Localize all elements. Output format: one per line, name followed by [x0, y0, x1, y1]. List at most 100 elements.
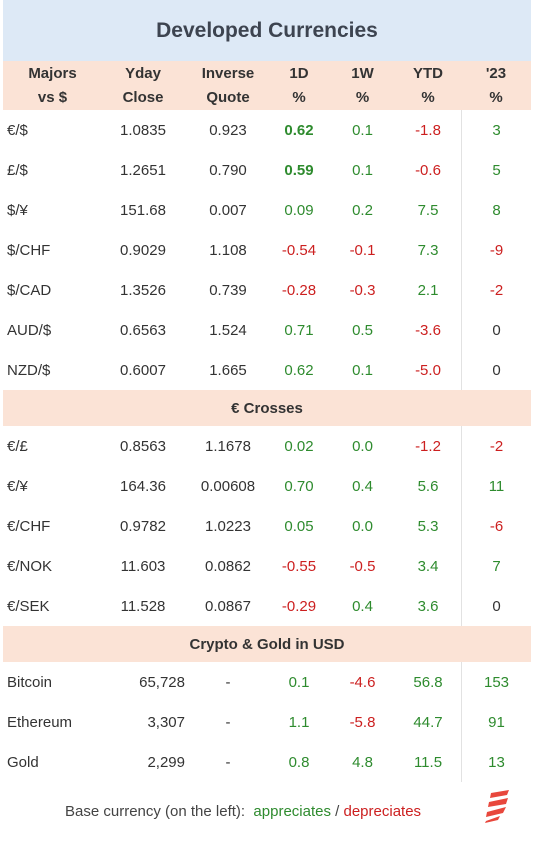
pair-label: €/£	[7, 437, 28, 455]
brand-logo-icon	[485, 790, 509, 823]
table-cell: 0.739	[209, 281, 247, 299]
table-cell: 11	[461, 466, 531, 506]
header-1d: 1D%	[268, 61, 330, 110]
table-cell: -0.3	[349, 281, 376, 299]
table-cell: -0.1	[349, 241, 376, 259]
table-row: €/¥ 164.36 0.00608 0.70 0.4 5.6 11	[3, 466, 531, 506]
currency-table: Developed Currencies Majors vs $ Yday Clos…	[3, 0, 531, 838]
header-label: %	[292, 88, 306, 106]
header-label: Majors	[28, 64, 77, 82]
table-row: Gold 2,299 - 0.8 4.8 11.5 13	[3, 742, 531, 782]
header-label: %	[489, 88, 503, 106]
table-cell: 5.6	[417, 477, 439, 495]
table-cell: 151.68	[120, 201, 166, 219]
header-label: %	[421, 88, 435, 106]
table-cell: 0.05	[284, 517, 314, 535]
table-cell: 4.8	[352, 753, 373, 771]
pair-label: Ethereum	[7, 713, 73, 731]
table-row: $/CHF 0.9029 1.108 -0.54 -0.1 7.3 -9	[3, 230, 531, 270]
table-cell: 0.1	[352, 361, 373, 379]
table-cell: 1.665	[209, 361, 247, 379]
table-row: €/SEK 11.528 0.0867 -0.29 0.4 3.6 0	[3, 586, 531, 626]
table-row: €/£ 0.8563 1.1678 0.02 0.0 -1.2 -2	[3, 426, 531, 466]
table-cell: -9	[461, 230, 531, 270]
footer-legend: Base currency (on the left): appreciates…	[3, 782, 531, 838]
table-row: £/$ 1.2651 0.790 0.59 0.1 -0.6 5	[3, 150, 531, 190]
table-cell: 5	[461, 150, 531, 190]
table-cell: 0	[461, 586, 531, 626]
table-cell: 3	[461, 110, 531, 150]
crypto-section: Bitcoin 65,728 - 0.1 -4.6 56.8 153 Ethereum 3,30…	[3, 662, 531, 782]
table-cell: 0.8	[288, 753, 310, 771]
table-cell: -0.5	[349, 557, 376, 575]
table-row: €/NOK 11.603 0.0862 -0.55 -0.5 3.4 7	[3, 546, 531, 586]
table-cell: -	[225, 753, 231, 771]
header-label: Close	[122, 88, 164, 106]
table-cell: 0.9782	[120, 517, 166, 535]
header-label: Inverse	[201, 64, 255, 82]
header-label: Quote	[206, 88, 250, 106]
table-cell: 0.2	[352, 201, 373, 219]
table-cell: 3,307	[147, 713, 185, 731]
table-cell: -2	[461, 426, 531, 466]
table-row: NZD/$ 0.6007 1.665 0.62 0.1 -5.0 0	[3, 350, 531, 390]
table-cell: -4.6	[349, 673, 376, 691]
table-cell: 0.0867	[205, 597, 251, 615]
table-cell: 2,299	[147, 753, 185, 771]
header-ytd: YTD%	[395, 61, 461, 110]
table-cell: -0.55	[281, 557, 317, 575]
pair-label: €/¥	[7, 477, 28, 495]
table-cell: -5.0	[415, 361, 441, 379]
legend-depreciates: depreciates	[343, 803, 422, 820]
pair-label: $/¥	[7, 201, 28, 219]
table-row: Ethereum 3,307 - 1.1 -5.8 44.7 91	[3, 702, 531, 742]
table-cell: 1.1678	[205, 437, 251, 455]
table-row: AUD/$ 0.6563 1.524 0.71 0.5 -3.6 0	[3, 310, 531, 350]
pair-label: €/SEK	[7, 597, 50, 615]
table-row: €/CHF 0.9782 1.0223 0.05 0.0 5.3 -6	[3, 506, 531, 546]
table-cell: -0.54	[281, 241, 317, 259]
table-cell: 0.9029	[120, 241, 166, 259]
table-cell: -0.29	[281, 597, 317, 615]
table-cell: -	[225, 673, 231, 691]
table-cell: 0.6563	[120, 321, 166, 339]
table-row: Bitcoin 65,728 - 0.1 -4.6 56.8 153	[3, 662, 531, 702]
header-label: YTD	[413, 64, 443, 82]
table-cell: 1.524	[209, 321, 247, 339]
table-cell: 0.71	[284, 321, 314, 339]
table-cell: -1.8	[415, 121, 441, 139]
table-cell: 0.59	[284, 161, 314, 179]
table-cell: 0.62	[284, 361, 314, 379]
header-label: vs $	[37, 88, 68, 106]
table-row: $/CAD 1.3526 0.739 -0.28 -0.3 2.1 -2	[3, 270, 531, 310]
table-cell: 0.09	[284, 201, 314, 219]
table-cell: 2.1	[417, 281, 439, 299]
table-cell: 0.00608	[200, 477, 256, 495]
table-cell: 0	[461, 310, 531, 350]
table-cell: 65,728	[139, 673, 185, 691]
table-cell: 8	[461, 190, 531, 230]
table-cell: 11.528	[120, 597, 166, 615]
table-cell: 0.1	[352, 121, 373, 139]
table-title: Developed Currencies	[3, 0, 531, 61]
table-cell: 44.7	[413, 713, 443, 731]
table-cell: 11.603	[120, 557, 166, 575]
header-yday-close: Yday Close	[98, 61, 188, 110]
table-cell: 0.923	[209, 121, 247, 139]
header-label: 1W	[351, 64, 374, 82]
crosses-section-title: € Crosses	[3, 390, 531, 426]
table-cell: 0.0862	[205, 557, 251, 575]
table-cell: 0.790	[209, 161, 247, 179]
table-cell: 5.3	[417, 517, 439, 535]
header-label: '23	[485, 64, 507, 82]
header-2023: '23%	[461, 61, 531, 110]
table-cell: 0.4	[352, 597, 373, 615]
table-cell: 0.70	[284, 477, 314, 495]
crypto-section-title: Crypto & Gold in USD	[3, 626, 531, 662]
table-cell: 1.2651	[120, 161, 166, 179]
table-cell: 91	[461, 702, 531, 742]
table-cell: 7.5	[417, 201, 439, 219]
table-cell: 0.1	[288, 673, 310, 691]
header-inverse-quote: Inverse Quote	[188, 61, 268, 110]
header-1w: 1W%	[330, 61, 395, 110]
